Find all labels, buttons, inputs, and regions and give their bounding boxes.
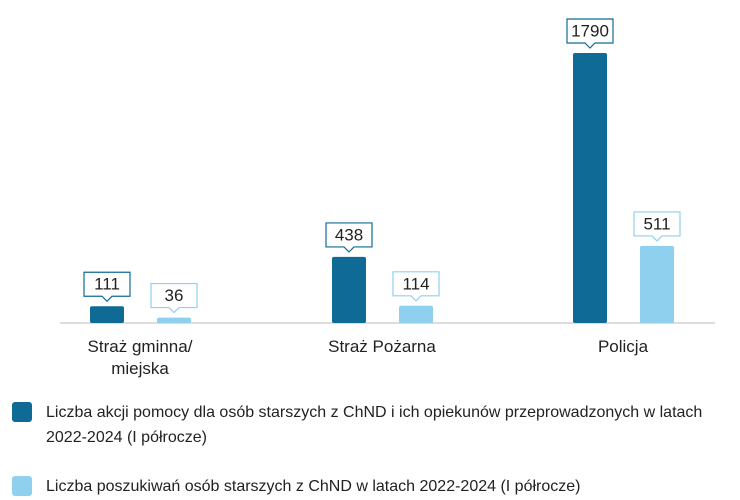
value-label: 36: [165, 286, 184, 305]
legend-label: Liczba poszukiwań osób starszych z ChND …: [46, 478, 581, 495]
category-label: Straż gminna/ miejska: [87, 337, 193, 378]
value-label-box: [392, 271, 440, 302]
bar: [90, 306, 124, 323]
value-label: 1790: [571, 21, 609, 40]
value-label-box: [325, 222, 373, 253]
category-label: Straż Pożarna: [328, 337, 436, 356]
legend-swatch: [12, 476, 32, 496]
bar: [399, 305, 433, 323]
value-label-box: [83, 271, 131, 303]
value-label: 114: [402, 274, 429, 293]
bar: [332, 256, 366, 323]
legend-swatch: [12, 402, 32, 422]
legend-item: Liczba poszukiwań osób starszych z ChND …: [12, 474, 732, 499]
value-label: 111: [94, 275, 120, 294]
legend-label: Liczba akcji pomocy dla osób starszych z…: [46, 404, 703, 446]
value-label: 511: [643, 214, 670, 233]
value-label-box: [633, 211, 681, 242]
bar: [640, 245, 674, 323]
value-label-box: [150, 282, 198, 314]
category-label: Policja: [597, 337, 649, 356]
legend-item: Liczba akcji pomocy dla osób starszych z…: [12, 400, 732, 450]
bar: [573, 53, 607, 323]
value-label: 438: [335, 225, 363, 244]
bar: [157, 317, 191, 323]
value-label-box: [566, 18, 614, 49]
